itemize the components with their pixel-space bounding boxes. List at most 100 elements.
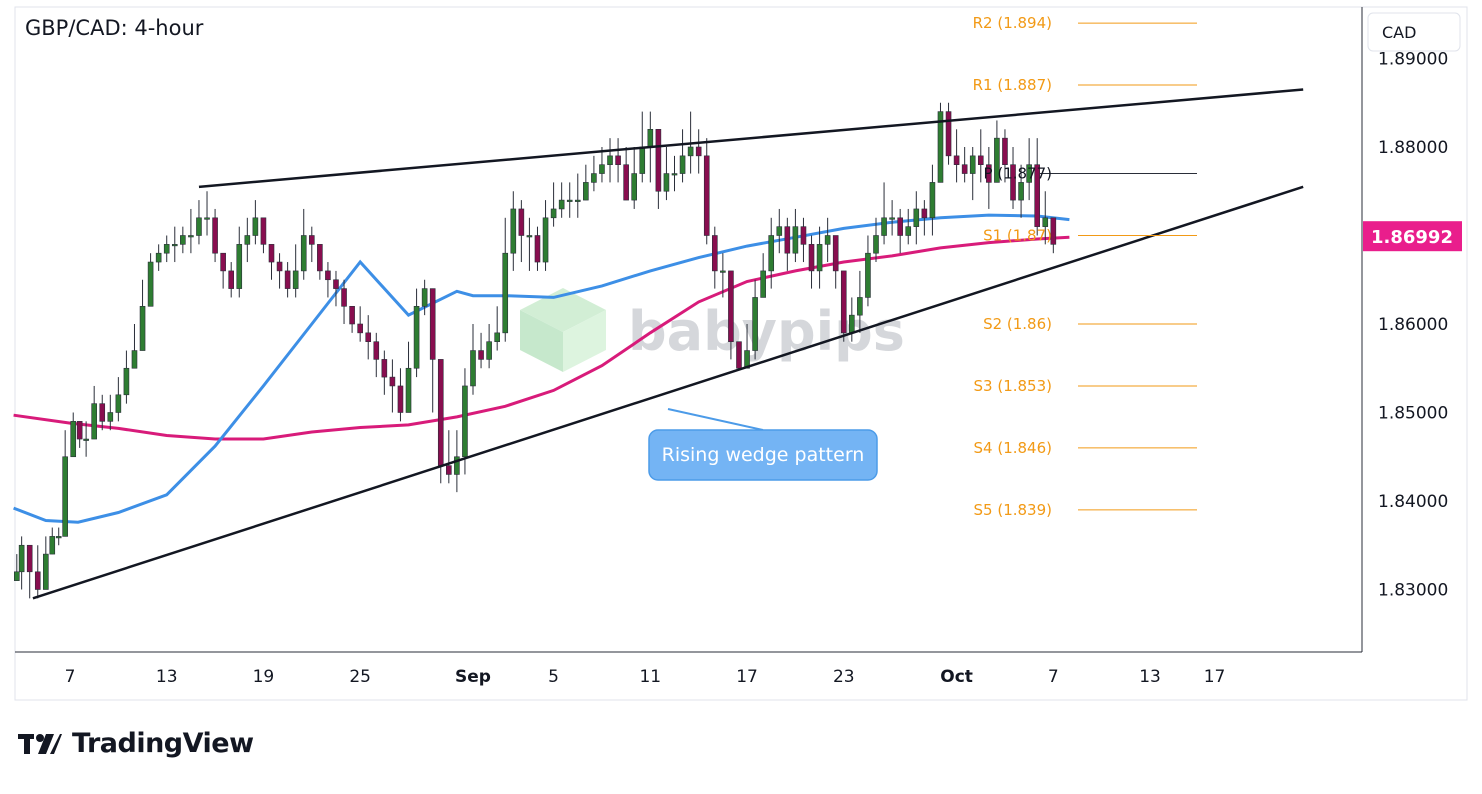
candle-body	[929, 182, 936, 219]
y-tick-label: 1.84000	[1378, 492, 1448, 512]
candle-body	[99, 403, 106, 422]
candle-body	[599, 164, 605, 174]
x-tick-label: 13	[1139, 667, 1161, 687]
candle-body	[1018, 182, 1024, 201]
candle-body	[550, 208, 557, 219]
candle-body	[268, 244, 275, 263]
candle-body	[308, 235, 315, 245]
x-tick-label: 23	[833, 667, 855, 687]
candle-body	[558, 199, 565, 210]
candle-body	[91, 403, 97, 440]
candle-body	[454, 456, 460, 475]
candle-body	[1002, 137, 1008, 165]
y-tick-label: 1.83000	[1378, 581, 1448, 601]
candle-body	[333, 279, 339, 289]
candle-body	[470, 350, 476, 387]
candle-body	[317, 244, 323, 272]
candle-body	[768, 235, 775, 272]
candle-body	[808, 244, 815, 272]
candle-body	[429, 288, 436, 360]
pivot-label: R2 (1.894)	[973, 14, 1052, 32]
candle-body	[647, 129, 654, 148]
candle-body	[421, 288, 428, 307]
candle-body	[70, 421, 77, 458]
candle-body	[720, 270, 726, 273]
candle-body	[34, 571, 41, 590]
x-tick-label: 11	[639, 667, 661, 687]
candle-body	[534, 235, 541, 263]
pivot-label: S1 (1.87)	[983, 227, 1052, 245]
x-axis-ticks: 7 13 19 25 Sep 5 11 17 23 Oct 7 13 17	[65, 667, 1226, 687]
candle-body	[413, 305, 420, 369]
candle-body	[26, 544, 33, 573]
candle-body	[300, 235, 307, 272]
candle-body	[607, 155, 613, 166]
x-tick-label: Sep	[455, 667, 491, 687]
candle-body	[276, 261, 283, 272]
candle-body	[62, 456, 68, 537]
candle-body	[969, 155, 976, 174]
candle-body	[325, 270, 331, 281]
candle-body	[800, 226, 807, 245]
candle-body	[14, 571, 20, 581]
candle-body	[994, 137, 1000, 183]
candle-body	[147, 261, 154, 307]
candle-body	[1050, 217, 1057, 245]
candle-body	[341, 288, 347, 307]
candle-body	[857, 297, 863, 316]
candle-body	[566, 199, 573, 202]
candle-body	[212, 217, 218, 254]
candle-body	[284, 270, 291, 289]
candle-body	[196, 217, 202, 236]
candle-body	[1026, 164, 1032, 183]
watermark-text: babypips	[628, 300, 905, 363]
candle-body	[244, 235, 251, 245]
candle-body	[816, 244, 823, 272]
candle-body	[961, 164, 968, 174]
candle-body	[655, 129, 662, 192]
pivot-label: S3 (1.853)	[974, 377, 1052, 395]
pivot-label: R1 (1.887)	[973, 76, 1052, 94]
candle-body	[1010, 164, 1016, 201]
candle-body	[204, 217, 210, 220]
candle-body	[18, 544, 25, 573]
x-tick-label: 17	[1204, 667, 1226, 687]
candle-body	[703, 155, 710, 236]
babypips-watermark: babypips	[520, 288, 905, 372]
candle-body	[502, 252, 509, 334]
candle-body	[462, 385, 468, 458]
y-tick-label: 1.85000	[1378, 404, 1448, 424]
candle-body	[711, 235, 718, 272]
candle-body	[478, 350, 484, 360]
y-tick-label: 1.86000	[1378, 315, 1448, 335]
candle-body	[76, 421, 83, 440]
candle-body	[115, 394, 122, 413]
annotation-text: Rising wedge pattern	[662, 444, 865, 466]
candle-body	[446, 465, 452, 475]
candle-body	[889, 217, 895, 220]
candle-body	[671, 173, 678, 176]
candle-body	[639, 146, 646, 174]
tradingview-logo[interactable]: TradingView	[18, 728, 254, 759]
candle-body	[155, 252, 162, 263]
currency-button[interactable]: CAD	[1367, 12, 1461, 52]
current-price-badge: 1.86992	[1363, 221, 1462, 252]
annotation-box	[648, 429, 878, 481]
pivot-levels: R2 (1.894) R1 (1.887) P (1.877) S1 (1.87) S2…	[973, 14, 1197, 519]
candle-body	[687, 146, 694, 157]
x-tick-label: Oct	[940, 667, 973, 687]
candle-body	[180, 235, 186, 245]
candle-body	[679, 155, 686, 174]
candle-body	[591, 173, 597, 183]
candle-body	[792, 226, 799, 254]
candle-body	[583, 182, 589, 201]
candle-body	[784, 226, 791, 254]
candle-body	[905, 226, 912, 236]
candle-body	[260, 217, 267, 245]
candle-body	[574, 199, 581, 202]
candle-body	[518, 208, 525, 236]
candle-body	[437, 359, 444, 466]
candle-body	[292, 270, 299, 289]
candle-body	[631, 173, 638, 201]
